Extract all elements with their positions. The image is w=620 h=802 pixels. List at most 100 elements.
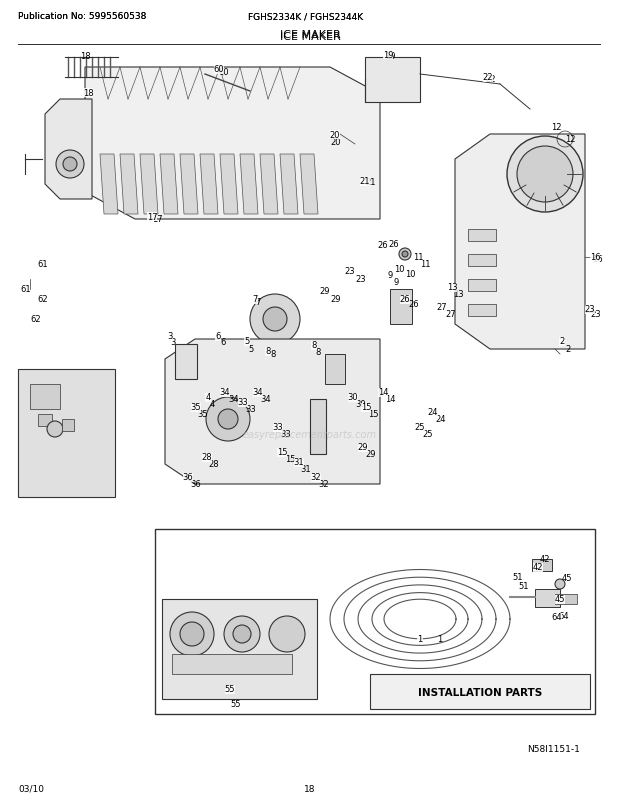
Circle shape xyxy=(263,308,287,331)
Text: 16: 16 xyxy=(590,253,600,262)
Text: 3: 3 xyxy=(167,332,173,341)
Text: 4: 4 xyxy=(210,399,215,408)
Polygon shape xyxy=(120,155,138,215)
Text: 8: 8 xyxy=(315,347,321,357)
Bar xyxy=(390,290,412,325)
Text: 29: 29 xyxy=(358,443,368,452)
Text: 3: 3 xyxy=(170,338,175,346)
Polygon shape xyxy=(160,155,178,215)
Text: 17: 17 xyxy=(147,213,157,221)
Text: 18: 18 xyxy=(80,52,91,61)
Polygon shape xyxy=(280,155,298,215)
Text: 5: 5 xyxy=(248,345,253,354)
Circle shape xyxy=(402,252,408,257)
Circle shape xyxy=(555,579,565,589)
Text: 29: 29 xyxy=(330,294,340,304)
Circle shape xyxy=(233,626,251,643)
Text: 03/10: 03/10 xyxy=(18,784,44,793)
Bar xyxy=(532,559,552,571)
Text: 25: 25 xyxy=(422,429,433,439)
Text: 21: 21 xyxy=(365,178,376,187)
Text: 42: 42 xyxy=(533,563,543,572)
Text: 15: 15 xyxy=(368,410,378,419)
Polygon shape xyxy=(180,155,198,215)
Text: 15: 15 xyxy=(361,403,371,412)
Text: 13: 13 xyxy=(453,290,464,298)
Text: 18: 18 xyxy=(304,784,316,793)
Text: 22: 22 xyxy=(485,75,495,84)
Bar xyxy=(62,419,74,431)
Text: 7: 7 xyxy=(252,295,258,304)
Circle shape xyxy=(517,147,573,203)
Text: Publication No: 5995560538: Publication No: 5995560538 xyxy=(18,12,146,21)
Bar xyxy=(325,354,345,384)
Text: 6: 6 xyxy=(220,338,226,346)
Text: ICE MAKER: ICE MAKER xyxy=(280,32,340,42)
Circle shape xyxy=(180,622,204,646)
Text: 33: 33 xyxy=(237,398,249,407)
Text: 42: 42 xyxy=(540,554,551,563)
Text: 15: 15 xyxy=(285,455,296,464)
Polygon shape xyxy=(85,68,380,220)
Bar xyxy=(310,399,326,455)
Polygon shape xyxy=(165,339,380,484)
Text: 20: 20 xyxy=(330,131,340,140)
Text: 13: 13 xyxy=(446,283,458,292)
Text: FGHS2334K / FGHS2344K: FGHS2334K / FGHS2344K xyxy=(248,12,363,21)
Text: 32: 32 xyxy=(318,480,329,488)
Text: 11: 11 xyxy=(413,253,423,262)
Text: 23: 23 xyxy=(345,267,355,276)
Text: 62: 62 xyxy=(30,314,41,323)
Bar xyxy=(18,370,115,497)
Text: 5: 5 xyxy=(244,337,250,346)
Text: 51: 51 xyxy=(518,581,528,590)
Text: 28: 28 xyxy=(202,453,212,462)
Text: 23: 23 xyxy=(355,274,366,284)
Bar xyxy=(468,305,496,317)
Polygon shape xyxy=(260,155,278,215)
Text: 34: 34 xyxy=(260,395,270,403)
Text: 2: 2 xyxy=(565,345,570,354)
Circle shape xyxy=(56,151,84,179)
Text: INSTALLATION PARTS: INSTALLATION PARTS xyxy=(418,687,542,697)
Text: 28: 28 xyxy=(208,460,219,468)
Polygon shape xyxy=(240,155,258,215)
Polygon shape xyxy=(455,135,585,350)
Circle shape xyxy=(206,398,250,441)
Text: 33: 33 xyxy=(273,423,283,432)
Text: 24: 24 xyxy=(435,415,446,423)
Text: 8: 8 xyxy=(265,347,271,356)
Text: 16: 16 xyxy=(592,255,603,264)
Text: 34: 34 xyxy=(253,388,264,397)
Text: 10: 10 xyxy=(394,265,404,274)
Text: FGHS2334K / FGHS2344K: FGHS2334K / FGHS2344K xyxy=(248,12,363,21)
Text: 34: 34 xyxy=(219,388,230,397)
Text: 8: 8 xyxy=(270,350,275,358)
Text: 61: 61 xyxy=(20,285,30,294)
Text: 6: 6 xyxy=(215,332,221,341)
Text: 34: 34 xyxy=(228,395,239,403)
Text: 30: 30 xyxy=(348,393,358,402)
Text: 29: 29 xyxy=(320,287,330,296)
Circle shape xyxy=(250,294,300,345)
Text: 12: 12 xyxy=(551,124,561,132)
Text: 33: 33 xyxy=(245,404,255,414)
Circle shape xyxy=(63,158,77,172)
Text: 14: 14 xyxy=(378,388,388,397)
Text: 26: 26 xyxy=(400,295,410,304)
Bar xyxy=(172,654,292,674)
Text: 62: 62 xyxy=(38,295,48,304)
Text: 26: 26 xyxy=(388,240,399,249)
Text: 36: 36 xyxy=(190,480,201,488)
Text: 12: 12 xyxy=(565,135,575,144)
Text: 51: 51 xyxy=(513,573,523,581)
Text: 26: 26 xyxy=(408,300,419,309)
Text: 60: 60 xyxy=(218,68,229,77)
Polygon shape xyxy=(100,155,118,215)
Text: 55: 55 xyxy=(224,685,235,694)
Text: 4: 4 xyxy=(205,393,211,402)
Text: 31: 31 xyxy=(300,464,311,473)
Text: 32: 32 xyxy=(311,473,321,482)
Text: 8: 8 xyxy=(311,341,317,350)
Text: 14: 14 xyxy=(385,395,396,403)
